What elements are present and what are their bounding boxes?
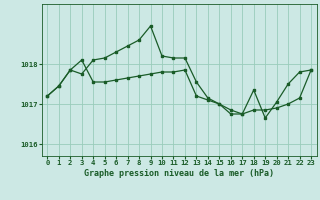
X-axis label: Graphe pression niveau de la mer (hPa): Graphe pression niveau de la mer (hPa) xyxy=(84,169,274,178)
